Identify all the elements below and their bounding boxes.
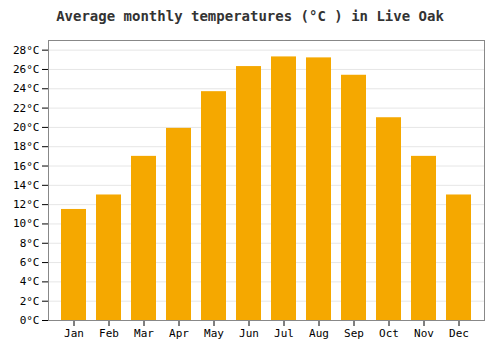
svg-text:Apr: Apr [169,327,189,340]
svg-text:18°C: 18°C [13,140,40,153]
svg-text:16°C: 16°C [13,160,40,173]
svg-text:6°C: 6°C [20,256,40,269]
svg-text:2°C: 2°C [20,295,40,308]
svg-text:10°C: 10°C [13,217,40,230]
svg-text:Dec: Dec [449,327,469,340]
svg-text:May: May [204,327,224,340]
svg-text:4°C: 4°C [20,275,40,288]
svg-text:Feb: Feb [99,327,119,340]
svg-text:8°C: 8°C [20,237,40,250]
html-text:Average monthly temperatures (: Average monthly temperatures (°C ) in Li… [56,8,444,24]
svg-text:Aug: Aug [309,327,329,340]
svg-text:28°C: 28°C [13,44,40,57]
svg-text:Nov: Nov [414,327,434,340]
svg-text:24°C: 24°C [13,82,40,95]
svg-text:Sep: Sep [344,327,364,340]
svg-text:0°C: 0°C [20,314,40,327]
svg-text:Oct: Oct [379,327,399,340]
svg-text:14°C: 14°C [13,179,40,192]
svg-text:26°C: 26°C [13,63,40,76]
svg-text:20°C: 20°C [13,121,40,134]
svg-text:Jul: Jul [274,327,294,340]
svg-text:Jun: Jun [239,327,259,340]
svg-text:12°C: 12°C [13,198,40,211]
svg-text:Jan: Jan [64,327,84,340]
svg-text:Mar: Mar [134,327,154,340]
svg-text:22°C: 22°C [13,102,40,115]
